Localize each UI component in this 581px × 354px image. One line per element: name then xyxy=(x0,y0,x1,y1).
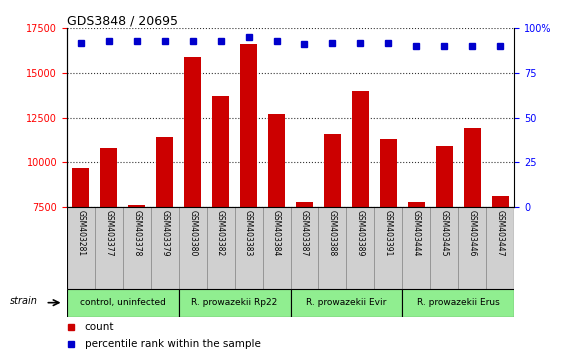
Bar xyxy=(67,207,95,289)
Text: GSM403444: GSM403444 xyxy=(412,210,421,256)
Bar xyxy=(464,129,480,207)
Bar xyxy=(95,207,123,289)
Bar xyxy=(184,57,201,207)
Bar xyxy=(235,207,263,289)
Bar xyxy=(73,168,89,207)
Text: control, uninfected: control, uninfected xyxy=(80,298,166,307)
Text: GSM403387: GSM403387 xyxy=(300,210,309,256)
Text: R. prowazekii Erus: R. prowazekii Erus xyxy=(417,298,500,307)
Bar xyxy=(156,137,173,207)
Bar xyxy=(436,146,453,207)
Bar xyxy=(352,91,369,207)
Text: GSM403445: GSM403445 xyxy=(440,210,449,256)
Bar xyxy=(290,207,318,289)
Bar xyxy=(492,196,508,207)
Bar xyxy=(268,114,285,207)
Text: GSM403281: GSM403281 xyxy=(76,210,85,256)
Text: GSM403382: GSM403382 xyxy=(216,210,225,256)
Bar xyxy=(374,207,403,289)
Bar xyxy=(458,207,486,289)
Text: strain: strain xyxy=(10,296,38,306)
Text: GSM403384: GSM403384 xyxy=(272,210,281,256)
Text: GSM403383: GSM403383 xyxy=(244,210,253,256)
Bar xyxy=(207,207,235,289)
Bar xyxy=(324,134,341,207)
Bar xyxy=(128,205,145,207)
Bar xyxy=(431,207,458,289)
Bar xyxy=(67,289,179,317)
Text: GSM403391: GSM403391 xyxy=(384,210,393,256)
Bar xyxy=(212,96,229,207)
Text: GSM403380: GSM403380 xyxy=(188,210,197,256)
Bar xyxy=(318,207,346,289)
Bar xyxy=(403,207,431,289)
Bar xyxy=(101,148,117,207)
Bar xyxy=(290,289,403,317)
Bar xyxy=(240,44,257,207)
Bar xyxy=(403,289,514,317)
Bar xyxy=(408,202,425,207)
Text: GDS3848 / 20695: GDS3848 / 20695 xyxy=(67,14,178,27)
Text: GSM403447: GSM403447 xyxy=(496,210,505,256)
Bar xyxy=(486,207,514,289)
Text: GSM403379: GSM403379 xyxy=(160,210,169,256)
Text: R. prowazekii Evir: R. prowazekii Evir xyxy=(306,298,386,307)
Text: GSM403446: GSM403446 xyxy=(468,210,477,256)
Text: GSM403377: GSM403377 xyxy=(104,210,113,256)
Bar xyxy=(123,207,150,289)
Text: R. prowazekii Rp22: R. prowazekii Rp22 xyxy=(192,298,278,307)
Bar xyxy=(263,207,290,289)
Bar xyxy=(179,207,207,289)
Bar xyxy=(296,202,313,207)
Bar xyxy=(346,207,374,289)
Text: GSM403389: GSM403389 xyxy=(356,210,365,256)
Bar xyxy=(150,207,179,289)
Text: percentile rank within the sample: percentile rank within the sample xyxy=(85,339,261,349)
Text: count: count xyxy=(85,321,114,332)
Text: GSM403378: GSM403378 xyxy=(132,210,141,256)
Text: GSM403388: GSM403388 xyxy=(328,210,337,256)
Bar xyxy=(380,139,397,207)
Bar xyxy=(179,289,290,317)
